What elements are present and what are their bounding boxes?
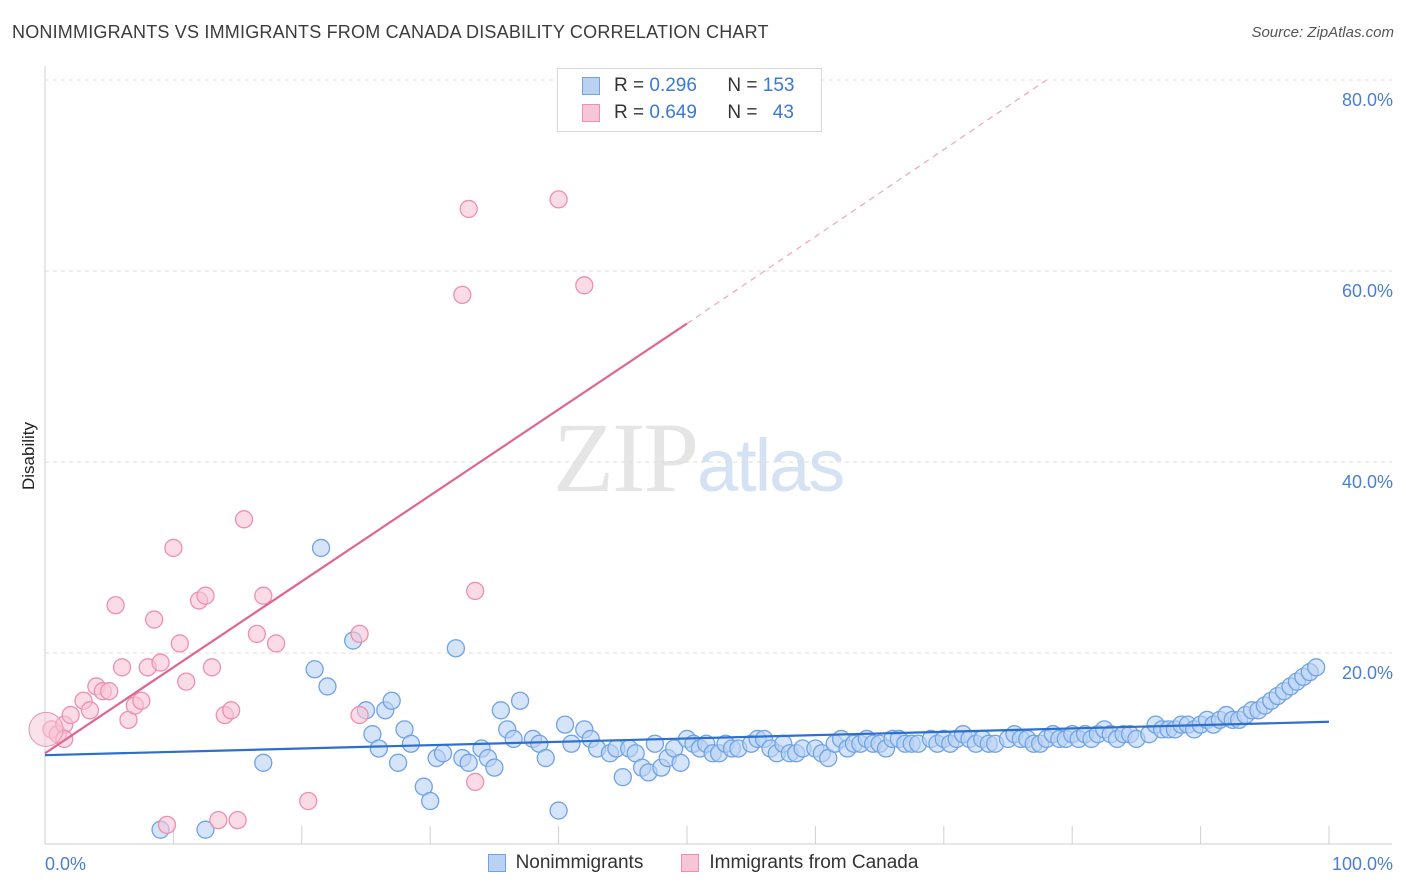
trend-line-immigrants [44,322,688,755]
point-nonimmigrants [555,715,575,734]
point-nonimmigrants [196,820,215,839]
series-swatch-blue [487,854,506,872]
series-label: Immigrants from Canada [709,852,919,873]
point-nonimmigrants [510,691,530,710]
point-nonimmigrants [459,753,478,772]
point-immigrants [106,596,125,615]
trend-line-nonimmigrants [44,720,1330,757]
point-immigrants [247,624,267,644]
watermark: ZIPatlas [553,400,845,515]
x-tick-label: 100.0% [1332,854,1393,874]
point-immigrants [177,672,196,691]
series-swatch-pink [681,854,700,872]
point-nonimmigrants [421,791,440,811]
x-tick-label: 0.0% [45,854,86,874]
point-immigrants [196,586,215,605]
point-nonimmigrants [613,768,632,787]
point-immigrants [350,705,369,725]
source-credit: Source: ZipAtlas.com [1251,24,1394,41]
point-immigrants [112,658,132,677]
grid-lines [45,79,1392,654]
y-tick-label: 80.0% [1342,90,1393,110]
series-legend-immigrants: Immigrants from Canada [681,852,918,874]
point-immigrants [459,199,478,219]
point-immigrants [28,711,64,747]
y-tick-label: 20.0% [1342,663,1393,683]
legend-swatch-pink [582,104,600,122]
point-nonimmigrants [645,734,665,753]
point-nonimmigrants [536,748,555,768]
y-tick-label: 40.0% [1342,472,1393,492]
point-immigrants [465,581,485,601]
point-nonimmigrants [562,734,581,753]
point-immigrants [453,285,472,305]
point-nonimmigrants [549,801,568,820]
point-nonimmigrants [485,758,504,777]
legend-r-value: 0.296 [649,75,697,96]
watermark-atlas: atlas [697,424,845,507]
point-nonimmigrants [433,744,453,763]
watermark-zip: ZIP [553,402,699,513]
point-immigrants [164,538,183,558]
legend-n-label: N = [727,102,758,123]
point-immigrants [209,810,228,830]
tick-labels: 20.0% 40.0% 60.0% 80.0% 0.0% 100.0% [45,90,1393,874]
point-nonimmigrants [504,729,523,749]
point-immigrants [80,701,100,720]
trend-lines [44,79,1330,757]
point-nonimmigrants [388,753,408,772]
point-immigrants [228,810,247,830]
point-immigrants [234,510,254,529]
point-nonimmigrants [254,753,273,772]
point-immigrants [465,772,485,792]
series-legend-nonimmigrants: Nonimmigrants [487,852,644,874]
chart-title: NONIMMIGRANTS VS IMMIGRANTS FROM CANADA … [12,22,769,42]
point-immigrants [157,815,177,835]
data-points [28,190,1326,839]
point-immigrants [254,586,273,605]
point-nonimmigrants [311,538,331,558]
point-nonimmigrants [305,660,324,679]
point-immigrants [350,624,369,644]
legend-r-label: R = [614,75,645,96]
legend: R = 0.296 N = 153 R = 0.649 N = 43 [557,68,822,132]
point-immigrants [266,634,286,653]
legend-n-label: N = [727,75,758,96]
series-label: Nonimmigrants [515,852,644,873]
legend-n-value: 153 [762,75,795,96]
point-nonimmigrants [318,677,337,696]
legend-r-label: R = [614,102,645,123]
point-nonimmigrants [382,691,401,710]
series-legend: Nonimmigrants Immigrants from Canada [0,852,1406,874]
point-immigrants [222,701,241,720]
legend-row-immigrants: R = 0.649 N = 43 [582,100,794,126]
y-axis-label: Disability [19,421,38,490]
point-nonimmigrants [671,753,690,772]
legend-n-value: 43 [772,102,794,123]
legend-r-value: 0.649 [649,102,697,123]
point-nonimmigrants [401,734,421,753]
point-immigrants [144,610,164,629]
point-nonimmigrants [369,739,388,758]
point-immigrants [151,653,170,672]
point-immigrants [202,658,222,677]
point-nonimmigrants [491,701,510,720]
legend-row-nonimmigrants: R = 0.296 N = 153 [582,73,794,99]
point-immigrants [170,634,189,653]
legend-swatch-blue [582,77,600,95]
point-immigrants [132,691,151,710]
point-nonimmigrants [1307,658,1326,677]
point-immigrants [299,791,318,811]
y-tick-label: 60.0% [1342,281,1393,301]
point-immigrants [61,705,80,725]
point-immigrants [100,682,119,701]
point-immigrants [549,190,568,209]
point-immigrants [575,276,594,295]
point-nonimmigrants [446,639,466,658]
